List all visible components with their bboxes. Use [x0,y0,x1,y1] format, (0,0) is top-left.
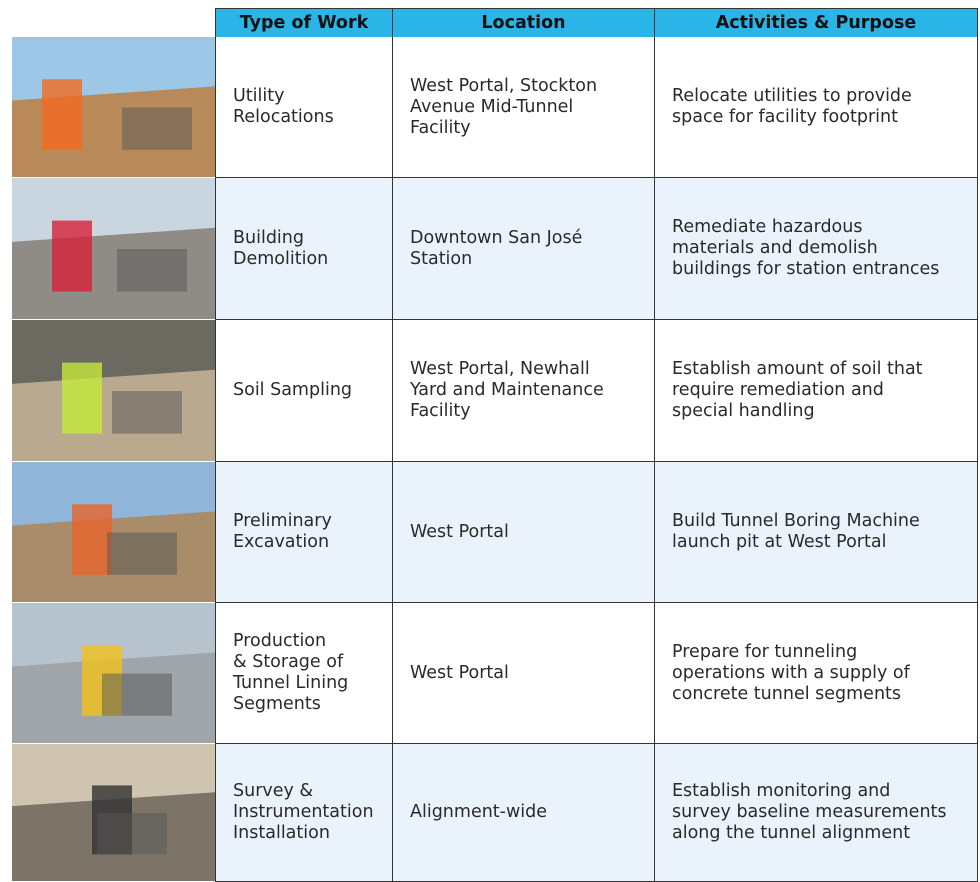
cell-text: Preliminary [233,511,332,531]
header-cell: Location [393,8,655,37]
table-cell: Relocate utilities to provide space for f… [655,37,978,178]
cell-text: Build Tunnel Boring Machine [672,511,920,531]
cell-text: Facility [410,401,471,421]
cell-text: Excavation [233,532,330,552]
photo [12,37,215,178]
table-cell: Utility Relocations [215,37,393,178]
table-cell: Establish amount of soil that require rem… [655,320,978,462]
cell-text: Building [233,227,304,248]
table-cell: Alignment-wide [393,744,655,882]
cell-text: Segments [233,694,321,714]
photo [12,603,215,744]
cell-text: special handling [672,401,815,421]
cell-text: West Portal, Newhall [410,359,590,379]
cell-text: buildings for station entrances [672,259,940,279]
cell-text: Establish amount of soil that [672,359,923,379]
cell-text: Soil Sampling [233,380,353,400]
cell-text: Instrumentation [233,802,374,822]
photo [12,744,215,882]
header-cell: Type of Work [215,8,393,37]
table-cell: Preliminary Excavation [215,462,393,603]
cell-text: West Portal, Stockton [410,75,598,96]
table-cell: Survey & Instrumentation Installation [215,744,393,882]
table-cell: West Portal, Newhall Yard and Maintenance… [393,320,655,462]
cell-text: Alignment-wide [410,802,548,822]
cell-text: West Portal [410,521,509,542]
cell-text: Survey & [233,781,314,801]
cell-text: Installation [233,823,330,843]
table-cell: Downtown San José Station [393,178,655,320]
table-cell: West Portal [393,603,655,744]
photo [12,320,215,462]
cell-text: Demolition [233,248,329,269]
table-cell: Prepare for tunneling operations with a s… [655,603,978,744]
header-cell: Activities & Purpose [655,8,978,37]
cell-text: Establish monitoring and [672,781,891,801]
table-cell: Production & Storage of Tunnel Lining Segme… [215,603,393,744]
cell-text: space for facility footprint [672,107,898,127]
table-cell: West Portal, Stockton Avenue Mid-Tunnel Fa… [393,37,655,178]
cell-text: West Portal [410,662,509,683]
cell-text: materials and demolish [672,238,878,258]
cell-text: Relocate utilities to provide [672,86,912,106]
table-cell: Soil Sampling [215,320,393,462]
cell-text: launch pit at West Portal [672,532,887,552]
photo [12,178,215,320]
cell-text: Yard and Maintenance [410,380,604,400]
cell-text: Avenue Mid-Tunnel [410,96,574,117]
cell-text: Downtown San José [410,227,583,248]
photo [12,462,215,603]
cell-text: Production [233,631,327,651]
table-cell: Remediate hazardous materials and demolis… [655,178,978,320]
table-cell: Establish monitoring and survey baseline … [655,744,978,882]
cell-text: & Storage of [233,652,344,672]
cell-text: require remediation and [672,380,884,400]
cell-text: Tunnel Lining [233,673,349,693]
cell-text: Utility [233,86,285,106]
table-cell: Building Demolition [215,178,393,320]
cell-text: Station [410,248,473,269]
cell-text: operations with a supply of [672,662,910,683]
cell-text: Facility [410,117,471,138]
table-cell: Build Tunnel Boring Machine launch pit at… [655,462,978,603]
cell-text: Prepare for tunneling [672,641,858,662]
table-cell: West Portal [393,462,655,603]
cell-text: Relocations [233,107,334,127]
cell-text: along the tunnel alignment [672,823,911,843]
cell-text: Remediate hazardous [672,217,863,237]
cell-text: survey baseline measurements [672,802,947,822]
cell-text: concrete tunnel segments [672,683,902,704]
